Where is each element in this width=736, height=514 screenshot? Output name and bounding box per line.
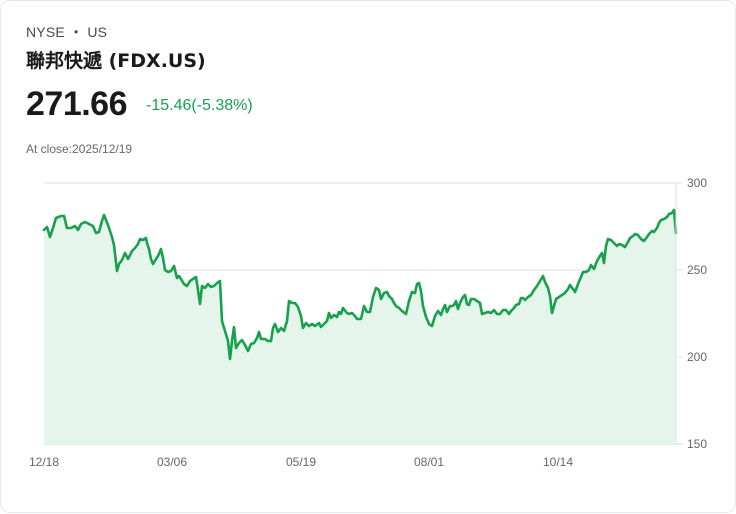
stock-name: 聯邦快遞 (FDX.US): [26, 50, 206, 72]
x-tick-label: 03/06: [157, 455, 187, 469]
y-tick-label: 200: [687, 350, 707, 364]
x-axis-labels: 12/18 03/06 05/19 08/01 10/14: [29, 455, 573, 469]
exchange-line: NYSE • US: [26, 24, 107, 40]
x-tick-label: 08/01: [414, 455, 444, 469]
y-tick-label: 300: [687, 176, 707, 190]
x-tick-label: 10/14: [543, 455, 573, 469]
y-tick-label: 150: [687, 437, 707, 451]
close-date: At close:2025/12/19: [26, 142, 133, 156]
price-area-fill: [44, 210, 676, 444]
price-line: [42, 208, 678, 361]
last-price: 271.66: [26, 85, 128, 123]
exchange-label: NYSE: [26, 24, 65, 40]
separator-dot: •: [73, 25, 79, 39]
market-label: US: [87, 24, 108, 40]
y-tick-label: 250: [687, 263, 707, 277]
y-axis-labels: 300 250 200 150: [687, 176, 707, 451]
x-tick-label: 12/18: [29, 455, 59, 469]
x-tick-label: 05/19: [286, 455, 316, 469]
price-change: -15.46(-5.38%): [146, 97, 253, 114]
